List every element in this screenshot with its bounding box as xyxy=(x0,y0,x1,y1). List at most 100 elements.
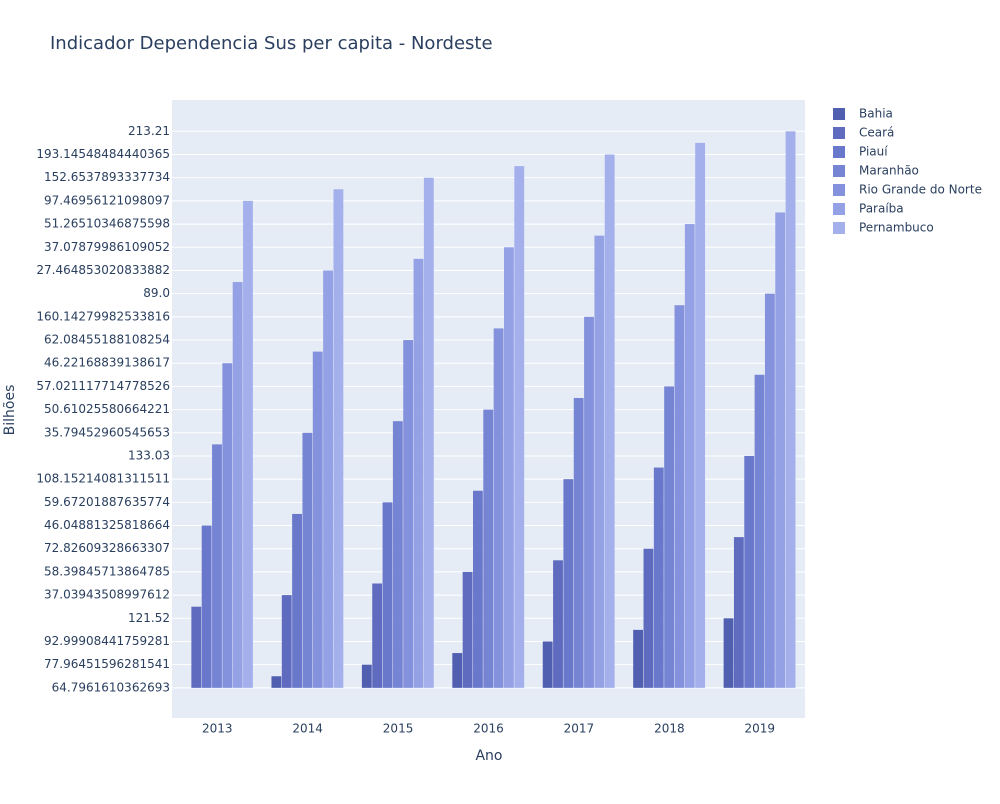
legend-swatch xyxy=(833,203,845,215)
chart-title: Indicador Dependencia Sus per capita - N… xyxy=(50,33,493,54)
bar xyxy=(664,386,675,688)
y-tick-label: 160.14279982533816 xyxy=(36,309,170,323)
legend-swatch xyxy=(833,146,845,158)
bar xyxy=(232,282,243,688)
x-tick-label: 2013 xyxy=(202,722,233,736)
bar xyxy=(201,525,212,688)
legend-swatch xyxy=(833,165,845,177)
bar xyxy=(361,664,372,688)
y-tick-label: 108.15214081311511 xyxy=(36,472,170,486)
legend-label: Paraíba xyxy=(859,202,904,216)
y-tick-label: 37.03943508997612 xyxy=(44,588,170,602)
legend-swatch xyxy=(833,127,845,139)
bar xyxy=(243,200,253,688)
bar xyxy=(785,131,796,688)
y-tick-label: 72.82609328663307 xyxy=(44,541,170,555)
y-tick-label: 50.61025580664221 xyxy=(44,402,170,416)
y-tick-label: 46.04881325818664 xyxy=(44,518,170,532)
bar xyxy=(281,595,292,688)
bar xyxy=(653,467,664,688)
bar xyxy=(553,560,563,688)
y-tick-label: 89.0 xyxy=(143,286,170,300)
legend-label: Rio Grande do Norte xyxy=(859,183,982,197)
bar xyxy=(514,166,525,688)
bar xyxy=(695,142,706,688)
bar xyxy=(674,305,685,688)
bar xyxy=(604,154,615,688)
bar xyxy=(452,653,463,688)
bar xyxy=(312,351,323,688)
bar xyxy=(212,444,222,688)
y-tick-label: 59.67201887635774 xyxy=(44,495,170,509)
y-tick-label: 51.26510346875598 xyxy=(44,217,170,231)
y-tick-label: 62.08455188108254 xyxy=(44,333,170,347)
bar xyxy=(684,224,695,688)
bar xyxy=(504,247,514,688)
legend-swatch xyxy=(833,222,845,234)
y-tick-label: 133.03 xyxy=(128,448,170,462)
legend-label: Bahia xyxy=(859,107,893,121)
bar xyxy=(733,537,744,688)
y-tick-label: 92.99908441759281 xyxy=(44,634,170,648)
y-tick-label: 35.79452960545653 xyxy=(44,425,170,439)
bar xyxy=(542,641,553,688)
y-tick-label: 213.21 xyxy=(128,124,170,138)
x-tick-label: 2014 xyxy=(292,722,323,736)
bar xyxy=(292,513,302,688)
bar xyxy=(744,455,755,688)
y-tick-label: 97.46956121098097 xyxy=(44,193,170,207)
y-tick-label: 27.464853020833882 xyxy=(36,263,170,277)
bar xyxy=(754,374,765,688)
bar xyxy=(413,258,424,688)
bar xyxy=(372,583,383,688)
legend-label: Piauí xyxy=(859,145,888,159)
y-axis-title: Bilhões xyxy=(2,385,18,436)
y-tick-label: 152.6537893337734 xyxy=(44,170,170,184)
bar xyxy=(403,340,414,688)
legend-swatch xyxy=(833,108,845,120)
y-tick-label: 57.021117714778526 xyxy=(36,379,170,393)
bars xyxy=(191,131,796,688)
x-tick-label: 2016 xyxy=(473,722,504,736)
y-tick-label: 121.52 xyxy=(128,611,170,625)
bar xyxy=(222,363,233,688)
y-tick-label: 37.07879986109052 xyxy=(44,240,170,254)
bar xyxy=(723,618,734,688)
bar xyxy=(764,293,775,688)
legend-label: Maranhão xyxy=(859,164,919,178)
legend-swatch xyxy=(833,184,845,196)
bar xyxy=(302,432,313,688)
bar xyxy=(191,606,202,688)
bar xyxy=(462,571,473,688)
x-tick-label: 2015 xyxy=(383,722,414,736)
bar xyxy=(594,235,605,688)
bar xyxy=(775,212,786,688)
y-tick-label: 46.22168839138617 xyxy=(44,356,170,370)
y-tick-label: 64.7961610362693 xyxy=(52,680,170,694)
legend: Bahia Ceará Piauí Maranhão Rio Grande do Nor… xyxy=(833,107,982,235)
bar xyxy=(423,177,434,688)
bar xyxy=(584,316,594,688)
bar xyxy=(323,270,333,688)
y-tick-label: 193.14548484440365 xyxy=(36,147,170,161)
legend-label: Ceará xyxy=(859,126,894,140)
bar xyxy=(271,676,282,688)
labels: 64.7961610362693 77.96451596281541 92.9990… xyxy=(36,124,775,736)
bar xyxy=(392,421,403,688)
bar xyxy=(573,397,584,688)
x-tick-label: 2019 xyxy=(745,722,776,736)
bar xyxy=(483,409,494,688)
x-axis-title: Ano xyxy=(475,748,502,764)
x-tick-label: 2017 xyxy=(564,722,595,736)
bar xyxy=(633,629,644,688)
y-tick-label: 58.39845713864785 xyxy=(44,564,170,578)
bar xyxy=(493,328,504,688)
legend-label: Pernambuco xyxy=(859,221,934,235)
x-tick-label: 2018 xyxy=(654,722,685,736)
bar xyxy=(643,548,654,688)
y-tick-label: 77.96451596281541 xyxy=(44,657,170,671)
bar xyxy=(563,479,574,688)
bar xyxy=(333,189,344,688)
bar xyxy=(382,502,393,688)
